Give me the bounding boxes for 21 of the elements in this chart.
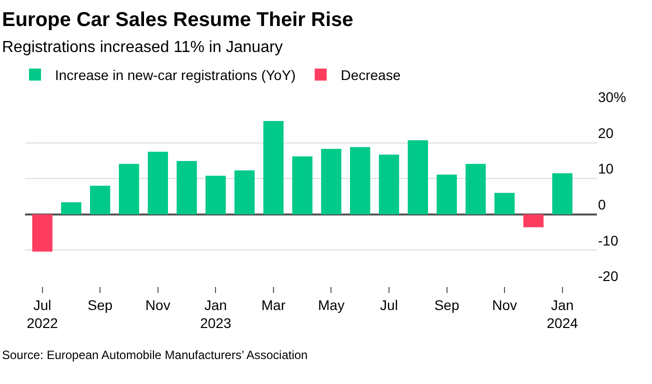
x-tick-label: Jul 2022: [26, 296, 58, 331]
source-note: Source: European Automobile Manufacturers’ Association: [2, 348, 308, 362]
legend-label: Increase in new-car registrations (YoY): [55, 67, 296, 84]
y-tick-label: 30%: [598, 89, 626, 106]
x-tick-label: May: [318, 296, 344, 313]
x-tick-label: Jan 2023: [200, 296, 232, 331]
x-tick-label: Sep: [434, 296, 460, 313]
legend-label: Decrease: [340, 67, 401, 84]
x-tick-label: Jul: [380, 296, 398, 313]
x-tick-label: Jan 2024: [546, 296, 578, 331]
y-tick-label: 0: [598, 196, 606, 212]
y-tick-label: -10: [598, 232, 618, 248]
x-tick-label: Mar: [261, 296, 286, 313]
x-tick-label: Nov: [492, 296, 518, 313]
chart-title: Europe Car Sales Resume Their Rise: [2, 9, 354, 31]
chart-subtitle: Registrations increased 11% in January: [2, 39, 283, 56]
y-tick-label: 20: [598, 124, 614, 141]
y-tick-label: 10: [598, 160, 614, 177]
x-tick-label: Sep: [88, 296, 113, 313]
x-tick-label: Nov: [145, 296, 170, 313]
y-tick-label: -20: [598, 268, 618, 284]
